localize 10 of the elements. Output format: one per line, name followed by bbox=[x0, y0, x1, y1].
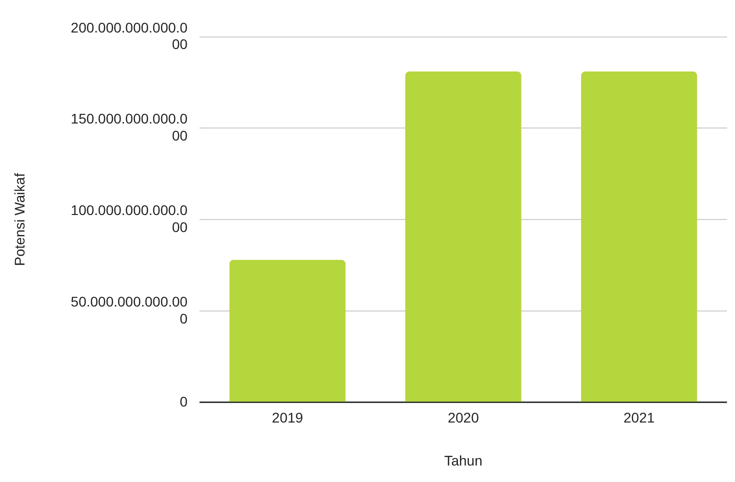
x-tick-label: 2019 bbox=[272, 410, 304, 426]
x-tick-label: 2020 bbox=[448, 410, 480, 426]
y-tick-label: 200.000.000.000.000 bbox=[70, 19, 188, 52]
y-tick-label: 150.000.000.000.000 bbox=[70, 110, 188, 144]
x-tick-label: 2021 bbox=[624, 410, 655, 426]
y-tick-label: 100.000.000.000.000 bbox=[70, 202, 188, 235]
x-axis-title: Tahun bbox=[444, 452, 482, 468]
y-tick-label: 50.000.000.000.000 bbox=[70, 293, 188, 326]
y-axis-title: Potensi Waikaf bbox=[11, 173, 28, 266]
y-tick-label: 0 bbox=[180, 393, 188, 410]
